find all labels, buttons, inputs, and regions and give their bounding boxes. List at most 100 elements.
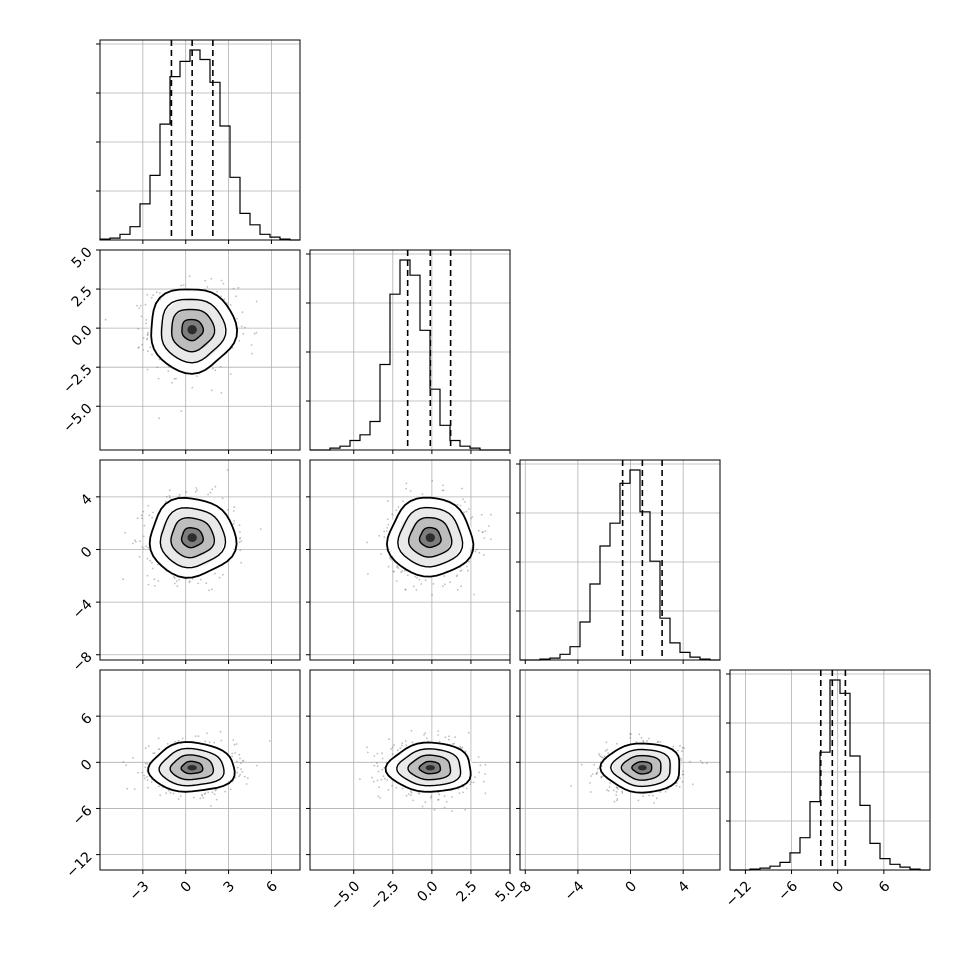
scatter-point [642, 741, 645, 743]
scatter-point [255, 331, 258, 334]
scatter-point [221, 497, 224, 500]
scatter-point [470, 517, 472, 520]
scatter-point [387, 789, 390, 791]
contour-line [170, 516, 216, 559]
scatter-point [417, 792, 420, 794]
panel-frame [519, 669, 721, 871]
scatter-point [202, 797, 205, 799]
scatter-point [389, 557, 391, 560]
scatter-point [390, 558, 393, 561]
scatter-point [210, 277, 213, 280]
scatter-point [159, 292, 161, 294]
scatter-point [138, 346, 140, 349]
scatter-point [181, 737, 184, 740]
scatter-point [601, 775, 604, 778]
scatter-point [395, 580, 398, 582]
scatter-point [157, 748, 160, 751]
x-tick-label: −12 [723, 878, 755, 910]
contour-line [418, 526, 442, 549]
scatter-point [142, 349, 145, 351]
scatter-point [239, 531, 241, 533]
scatter-point [137, 347, 140, 349]
scatter-point [232, 287, 235, 290]
histogram-step [310, 259, 510, 451]
y-tick-label: −4 [70, 596, 96, 622]
y-tick-label: −12 [63, 849, 95, 881]
scatter-point [192, 796, 195, 799]
panel-frame [309, 669, 511, 871]
x-tick-label: 0 [830, 878, 848, 896]
scatter-point [399, 747, 402, 749]
scatter-point [153, 584, 156, 587]
scatter-point [239, 549, 242, 552]
scatter-point [151, 516, 154, 519]
scatter-point [378, 534, 381, 537]
scatter-point [635, 741, 638, 744]
contour-line [407, 516, 453, 558]
scatter-point [591, 773, 594, 775]
scatter-point [151, 353, 153, 356]
scatter-point [213, 741, 216, 744]
scatter-point [395, 509, 397, 512]
scatter-point [598, 753, 600, 755]
scatter-point [234, 752, 237, 754]
scatter-point [238, 775, 240, 778]
scatter-point [366, 751, 369, 754]
scatter-point [157, 737, 160, 740]
panel-frame [99, 39, 301, 241]
scatter-point [454, 736, 457, 739]
scatter-point [405, 487, 407, 490]
scatter-point [245, 783, 248, 785]
scatter-point [451, 810, 453, 812]
scatter-point [570, 785, 572, 787]
scatter-point [197, 582, 200, 585]
scatter-point [437, 798, 440, 801]
scatter-point [482, 531, 484, 534]
scatter-point [218, 576, 221, 579]
scatter-point [220, 295, 222, 298]
scatter-point [146, 293, 149, 296]
scatter-point [195, 487, 198, 489]
scatter-point [466, 569, 469, 572]
scatter-point [141, 517, 143, 520]
scatter-point [159, 794, 162, 797]
scatter-point [393, 570, 395, 573]
scatter-point [452, 743, 454, 745]
scatter-point [461, 746, 464, 749]
scatter-point [122, 761, 125, 763]
scatter-point [204, 792, 207, 794]
y-tick-labels-row-3: −12 −6 0 6 [63, 710, 95, 881]
scatter-point [144, 303, 147, 306]
scatter-point [464, 750, 467, 752]
scatter-point [201, 793, 203, 796]
scatter-point [410, 791, 413, 794]
scatter-point [453, 742, 455, 745]
scatter-point [147, 504, 150, 507]
scatter-point [169, 489, 171, 492]
scatter-point [196, 375, 198, 377]
scatter-point [379, 797, 381, 799]
scatter-point [231, 755, 234, 758]
scatter-point [424, 732, 427, 735]
scatter-point [616, 788, 619, 790]
scatter-point [642, 795, 644, 798]
histogram-panel-0 [96, 39, 301, 244]
scatter-point [656, 741, 659, 743]
scatter-point [484, 763, 487, 766]
scatter-point [612, 789, 615, 792]
y-tick-labels-row-1: −5.0 −2.5 0.0 2.5 5.0 [60, 244, 95, 436]
scatter-point [443, 575, 446, 577]
scatter-point [177, 798, 180, 800]
scatter-point [126, 787, 129, 790]
scatter-point [442, 484, 444, 487]
scatter-point [409, 490, 412, 492]
scatter-point [637, 799, 640, 802]
scatter-point [595, 772, 598, 775]
density-fill [187, 533, 197, 542]
scatter-point [621, 791, 624, 794]
scatter-point [655, 797, 658, 800]
scatter-point [243, 326, 246, 329]
scatter-point [214, 789, 217, 792]
scatter-point [438, 740, 441, 743]
scatter-point [449, 581, 451, 584]
